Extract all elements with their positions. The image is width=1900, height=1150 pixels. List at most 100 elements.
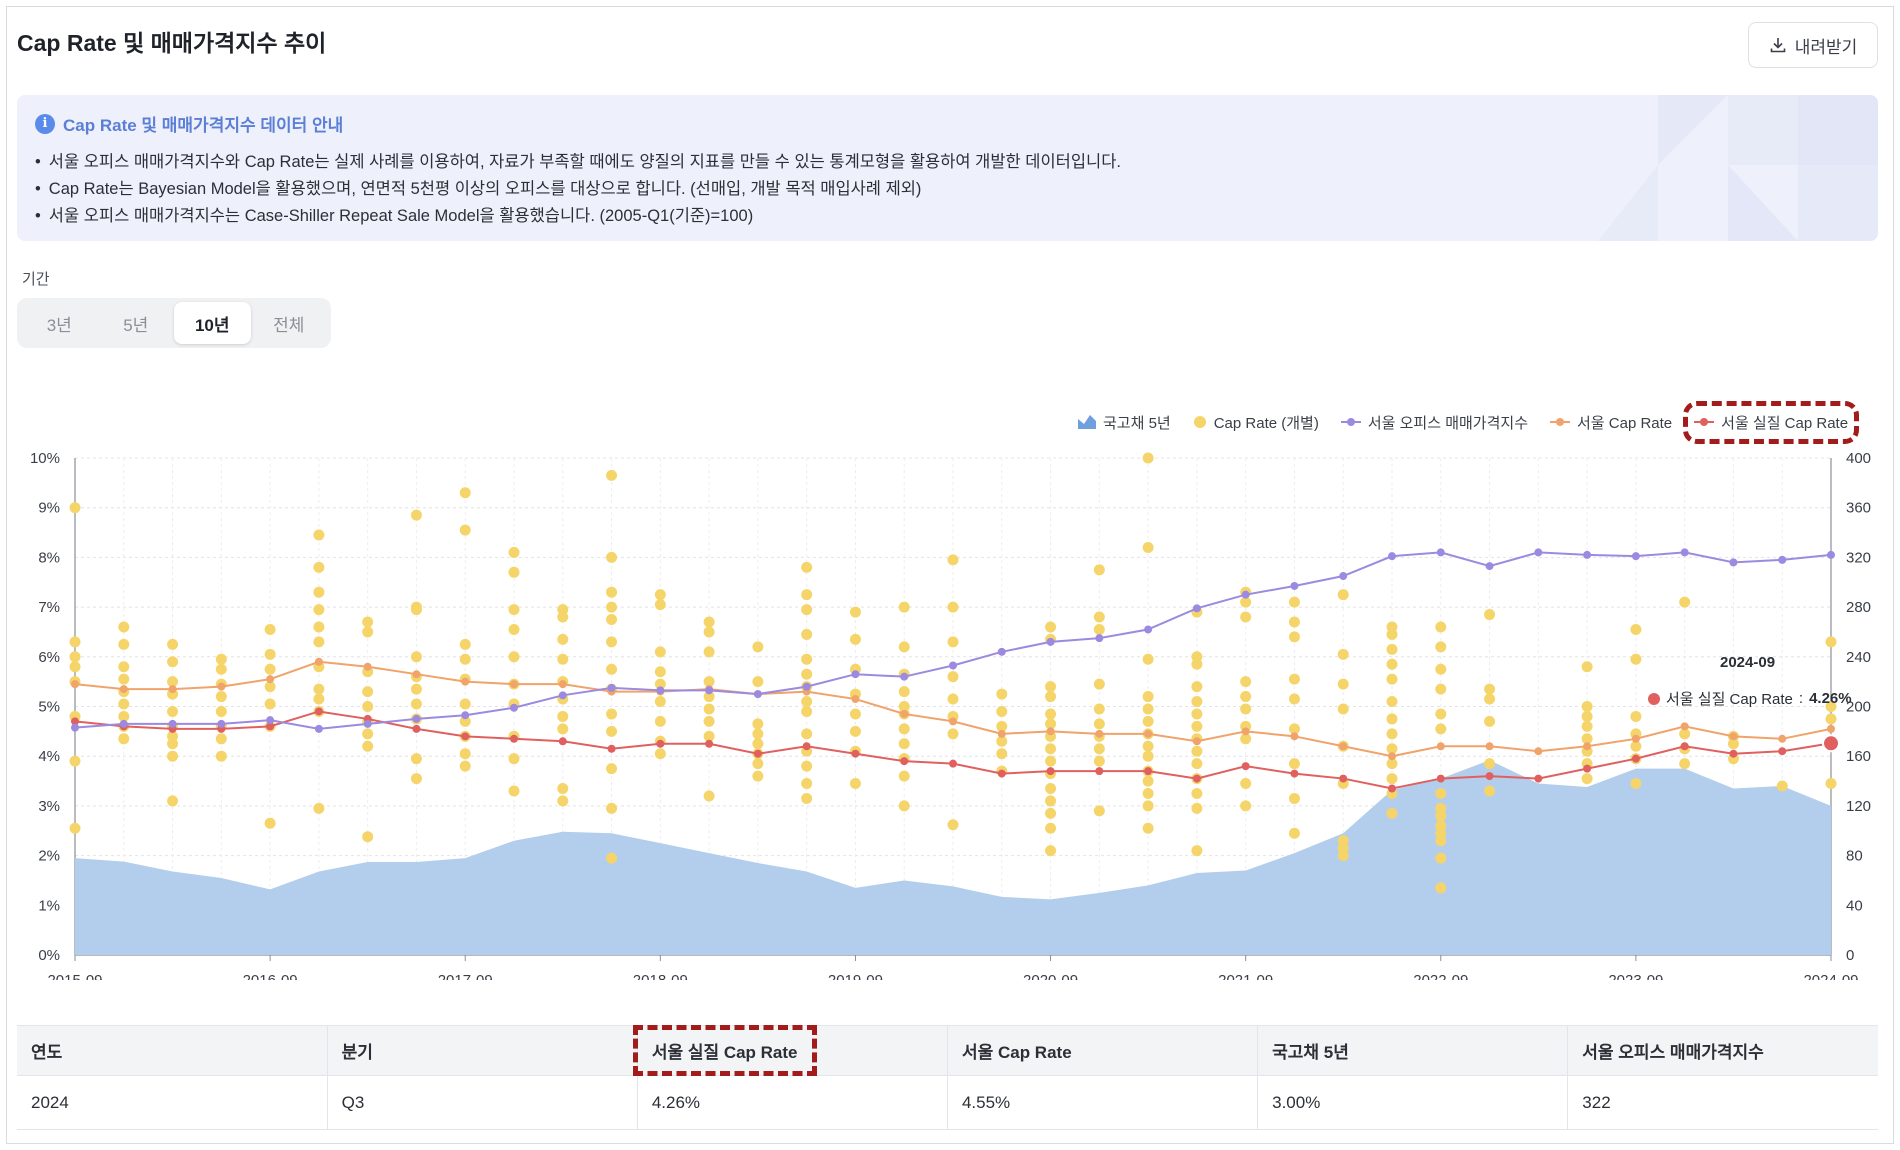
seoul-office-price-index-point xyxy=(1778,555,1787,564)
individual-cap-rate-point xyxy=(1288,631,1300,643)
seoul-cap-rate-point xyxy=(949,717,957,726)
individual-cap-rate-point xyxy=(459,638,471,650)
y-tick-label-left: 0% xyxy=(38,947,60,964)
individual-cap-rate-point xyxy=(313,802,325,814)
y-tick-label-left: 7% xyxy=(38,599,60,616)
individual-cap-rate-point xyxy=(215,691,227,703)
individual-cap-rate-point xyxy=(410,683,422,695)
seoul-office-price-index-point xyxy=(1144,625,1153,634)
individual-cap-rate-point xyxy=(996,705,1008,717)
individual-cap-rate-point xyxy=(801,561,813,573)
individual-cap-rate-point xyxy=(69,755,81,767)
y-tick-label-left: 10% xyxy=(30,450,60,467)
table-header: 서울 오피스 매매가격지수 xyxy=(1567,1025,1878,1076)
individual-cap-rate-point xyxy=(410,604,422,616)
individual-cap-rate-point xyxy=(557,710,569,722)
legend-individual[interactable]: Cap Rate (개별) xyxy=(1193,412,1319,433)
period-label: 기간 xyxy=(22,271,50,288)
individual-cap-rate-point xyxy=(1581,773,1593,785)
individual-cap-rate-point xyxy=(1435,641,1447,653)
legend-real-cap[interactable]: 서울 실질 Cap Rate xyxy=(1683,400,1860,444)
individual-cap-rate-point xyxy=(1045,621,1057,633)
seoul-office-price-index-point xyxy=(461,711,470,720)
tooltip-row: 서울 실질 Cap Rate : 4.26% xyxy=(1648,688,1852,709)
period-option-all[interactable]: 전체 xyxy=(273,315,305,335)
individual-cap-rate-point xyxy=(508,566,520,578)
individual-cap-rate-point xyxy=(1093,678,1105,690)
individual-cap-rate-point xyxy=(1045,845,1057,857)
individual-cap-rate-point xyxy=(508,753,520,765)
notice-title-text: Cap Rate 및 매매가격지수 데이터 안내 xyxy=(63,116,344,135)
individual-cap-rate-point xyxy=(849,778,861,790)
individual-cap-rate-point xyxy=(1093,805,1105,817)
seoul-real-cap-rate-point xyxy=(510,734,518,743)
individual-cap-rate-point xyxy=(1093,718,1105,730)
seoul-office-price-index-point xyxy=(1290,581,1299,590)
individual-cap-rate-point xyxy=(1386,758,1398,770)
individual-cap-rate-point xyxy=(752,770,764,782)
seoul-office-price-index-point xyxy=(1192,604,1201,613)
individual-cap-rate-point xyxy=(508,604,520,616)
seoul-cap-rate-point xyxy=(1631,734,1640,743)
individual-cap-rate-point xyxy=(1288,792,1300,804)
individual-cap-rate-point xyxy=(1386,628,1398,640)
individual-cap-rate-point xyxy=(1191,787,1203,799)
x-tick-label: 2019-09 xyxy=(828,972,883,980)
legend-bond[interactable]: 국고채 5년 xyxy=(1078,412,1171,433)
individual-cap-rate-point xyxy=(703,790,715,802)
table-cell: Q3 xyxy=(327,1075,638,1130)
individual-cap-rate-point xyxy=(1484,758,1496,770)
seoul-real-cap-rate-point xyxy=(1729,749,1738,758)
individual-cap-rate-point xyxy=(1142,541,1154,553)
individual-cap-rate-point xyxy=(1484,609,1496,621)
individual-cap-rate-point xyxy=(898,770,910,782)
y-tick-label-right: 400 xyxy=(1846,450,1871,467)
individual-cap-rate-point xyxy=(1045,755,1057,767)
seoul-office-price-index-point xyxy=(753,690,762,699)
individual-cap-rate-point xyxy=(947,728,959,740)
individual-cap-rate-point xyxy=(362,616,374,628)
seoul-real-cap-rate-point xyxy=(705,739,714,748)
seoul-real-cap-rate-point xyxy=(558,737,567,746)
x-tick-label: 2021-09 xyxy=(1218,972,1273,980)
period-option-3y[interactable]: 3년 xyxy=(46,315,72,335)
seoul-office-price-index-point xyxy=(168,719,177,728)
individual-cap-rate-point xyxy=(947,636,959,648)
individual-cap-rate-point xyxy=(801,628,813,640)
notice-line: Cap Rate는 Bayesian Model을 활용했으며, 연면적 5천평… xyxy=(35,176,1121,203)
individual-cap-rate-point xyxy=(654,748,666,760)
seoul-real-cap-rate-point xyxy=(1778,747,1787,756)
seoul-real-cap-rate-point xyxy=(314,707,323,716)
table-header: 서울 실질 Cap Rate xyxy=(632,1025,948,1076)
seoul-cap-rate-point xyxy=(1827,724,1835,733)
individual-cap-rate-point xyxy=(1288,693,1300,705)
period-option-5y[interactable]: 5년 xyxy=(123,315,149,335)
individual-cap-rate-point xyxy=(1240,778,1252,790)
individual-cap-rate-point xyxy=(898,800,910,812)
table-header-highlighted: 서울 실질 Cap Rate xyxy=(632,1025,817,1076)
table-header: 서울 Cap Rate xyxy=(947,1025,1259,1076)
y-tick-label-right: 120 xyxy=(1846,798,1871,815)
seoul-office-price-index-point xyxy=(1485,562,1494,571)
individual-cap-rate-point xyxy=(1484,683,1496,695)
individual-cap-rate-point xyxy=(1776,780,1788,792)
individual-cap-rate-point xyxy=(1435,621,1447,633)
seoul-real-cap-rate-point xyxy=(461,732,470,741)
individual-cap-rate-point xyxy=(654,715,666,727)
individual-cap-rate-point xyxy=(1191,758,1203,770)
seoul-office-price-index-point xyxy=(558,691,567,700)
period-option-10y[interactable]: 10년 xyxy=(174,302,251,344)
legend-seoul-cap[interactable]: 서울 Cap Rate xyxy=(1550,412,1672,433)
seoul-office-price-index-point xyxy=(1729,558,1738,567)
download-button[interactable]: 내려받기 xyxy=(1748,22,1878,68)
seoul-office-price-index-point xyxy=(1046,637,1055,646)
seoul-real-cap-rate-point xyxy=(851,749,860,758)
individual-cap-rate-point xyxy=(1581,710,1593,722)
legend-index[interactable]: 서울 오피스 매매가격지수 xyxy=(1340,412,1528,433)
individual-cap-rate-point xyxy=(459,653,471,665)
seoul-cap-rate-point xyxy=(1778,734,1787,743)
individual-cap-rate-point xyxy=(606,614,618,626)
individual-cap-rate-point xyxy=(1630,653,1642,665)
individual-cap-rate-point xyxy=(1630,623,1642,635)
